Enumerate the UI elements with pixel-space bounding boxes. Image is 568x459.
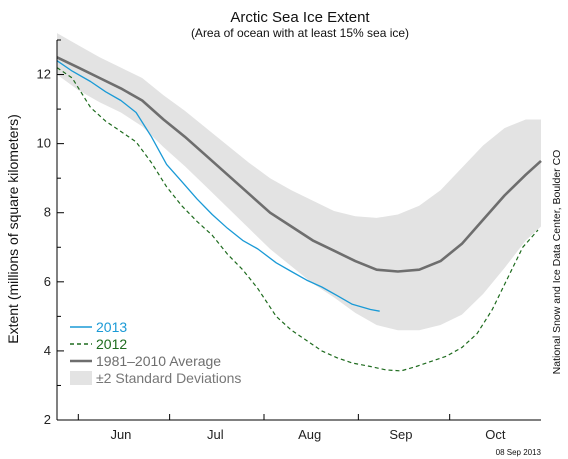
std-dev-band: [57, 33, 541, 331]
y-tick-label: 4: [44, 343, 51, 358]
y-tick-label: 10: [37, 136, 51, 151]
y-tick-label: 6: [44, 274, 51, 289]
legend-label-0: 2013: [96, 319, 127, 335]
std-dev-band-layer: [57, 33, 541, 331]
x-tick-label: Oct: [485, 427, 506, 442]
y-tick-label: 12: [37, 67, 51, 82]
series-line-2013: [56, 60, 380, 312]
y-tick-label: 2: [44, 412, 51, 427]
series-line-average: [56, 56, 542, 273]
y-axis-label: Extent (millions of square kilometers): [5, 114, 21, 344]
date-stamp: 08 Sep 2013: [496, 448, 542, 457]
legend-swatch-band: [70, 371, 92, 385]
x-tick-label: Aug: [298, 427, 321, 442]
x-tick-label: Sep: [389, 427, 412, 442]
legend-label-3: ±2 Standard Deviations: [96, 370, 241, 386]
x-tick-label: Jul: [207, 427, 224, 442]
x-tick-label: Jun: [110, 427, 131, 442]
chart-subtitle: (Area of ocean with at least 15% sea ice…: [191, 26, 409, 40]
series-line-2012: [56, 67, 539, 372]
credit-text: National Snow and Ice Data Center, Bould…: [551, 150, 563, 375]
legend-label-1: 2012: [96, 336, 127, 352]
axes-layer: 2 4 6 8 10 12 Jun Jul Aug Sep Oct: [37, 39, 541, 442]
series-layer: [56, 56, 542, 372]
chart-title: Arctic Sea Ice Extent: [230, 9, 370, 26]
y-tick-label: 8: [44, 205, 51, 220]
plot-area: 2 4 6 8 10 12 Jun Jul Aug Sep Oct 201320121981–201…: [37, 33, 542, 442]
legend-label-2: 1981–2010 Average: [96, 353, 221, 369]
